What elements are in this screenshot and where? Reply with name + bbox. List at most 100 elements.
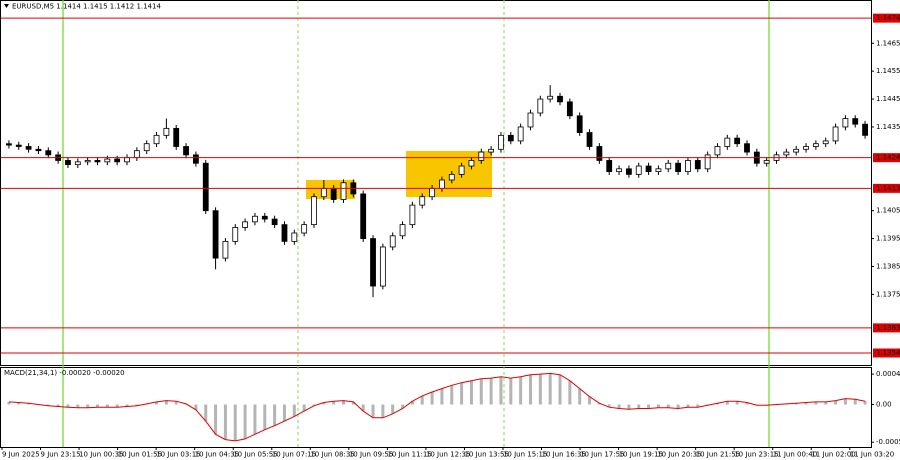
macd-bar [164, 400, 168, 405]
macd-bar [76, 404, 80, 408]
macd-bar [843, 398, 847, 405]
y-tick-label: -0.00057 [876, 438, 900, 446]
candle-body [281, 224, 288, 242]
candle-body [694, 160, 701, 170]
macd-bar [420, 395, 424, 405]
candle-body [429, 187, 435, 198]
macd-bar [666, 404, 670, 408]
y-tick-label: 1.1445 [876, 95, 900, 103]
candle-body [192, 154, 199, 164]
x-tick-label: 9 Jun 23:15 [41, 451, 81, 459]
macd-bar [725, 401, 729, 405]
macd-bar [263, 404, 267, 430]
candle-body [655, 168, 662, 173]
macd-bar [578, 388, 582, 405]
candle-body [124, 157, 130, 163]
candle-body [370, 238, 376, 287]
y-tick-label: 1.1405 [876, 207, 900, 215]
level-label: 1.1363 [876, 324, 900, 332]
candle-body [744, 143, 750, 153]
y-tick-label: 0.00 [876, 401, 892, 409]
macd-bar [233, 404, 237, 441]
macd-bar [410, 401, 414, 405]
candle-body [832, 126, 839, 142]
candle-body [65, 160, 71, 166]
macd-bar [332, 401, 336, 405]
macd-bar [824, 401, 828, 405]
macd-panel [0, 367, 872, 448]
macd-bar [499, 376, 503, 405]
macd-bar [273, 404, 277, 426]
y-tick-label: 1.1465 [876, 39, 900, 47]
candle-body [468, 160, 475, 167]
candle-body [576, 115, 583, 133]
candle-body [665, 162, 672, 170]
macd-bar [351, 401, 355, 405]
candle-body [458, 165, 465, 175]
candle-body [586, 132, 593, 147]
x-tick-label: 9 Jun 2025 [2, 451, 40, 459]
macd-bar [834, 400, 838, 405]
candle-body [675, 162, 682, 173]
x-tick-label: 11 Jun 00:40 [773, 451, 817, 459]
candle-body [360, 193, 367, 239]
macd-bar [7, 401, 11, 405]
candle-body [133, 150, 140, 159]
candle-body [340, 182, 347, 200]
y-tick-label: 1.1395 [876, 235, 900, 243]
level-label-bg [873, 153, 900, 163]
macd-bar [745, 402, 749, 405]
candle-body [104, 158, 111, 163]
candle-body [547, 95, 554, 100]
macd-bar [105, 404, 109, 408]
macd-bar [27, 403, 31, 405]
candle-body [439, 179, 445, 189]
candle-body [566, 101, 573, 117]
macd-bar [588, 396, 592, 405]
candle-body [183, 146, 189, 156]
macd-bar [174, 401, 178, 405]
macd-bar [686, 404, 690, 408]
x-tick-label: 10 Jun 01:55 [118, 451, 162, 459]
macd-bar [597, 403, 601, 405]
level-label-bg [873, 323, 900, 333]
macd-bar [519, 376, 523, 405]
macd-bar [66, 404, 70, 408]
x-tick-label: 10 Jun 12:35 [426, 451, 470, 459]
macd-bar [243, 404, 247, 439]
candle-body [320, 187, 327, 198]
x-tick-label: 10 Jun 07:15 [272, 451, 316, 459]
candle-body [419, 196, 426, 206]
candle-body [842, 118, 849, 128]
macd-title: MACD(21,34,1) -0.00020 -0.00020 [4, 369, 125, 377]
macd-bar [46, 404, 50, 406]
candle-body [409, 204, 416, 226]
macd-bar [479, 378, 483, 405]
candle-body [35, 148, 42, 152]
macd-bar [214, 404, 218, 435]
y-tick-label: 1.1435 [876, 123, 900, 131]
macd-bar [676, 404, 680, 409]
candle-body [862, 123, 868, 136]
level-label: 1.1413 [876, 184, 900, 192]
macd-bar [647, 404, 651, 409]
candle-body [557, 95, 563, 103]
candle-body [94, 160, 101, 163]
highlight-zone [306, 180, 355, 199]
x-tick-label: 11 Jun 03:20 [850, 451, 894, 459]
macd-bar [312, 404, 316, 406]
candle-body [389, 235, 396, 248]
macd-bar [155, 401, 159, 405]
candle-body [74, 161, 81, 166]
macd-bar [17, 402, 21, 405]
candle-body [507, 134, 514, 142]
macd-bar [637, 404, 641, 409]
macd-bar [469, 380, 473, 405]
candle-body [635, 165, 642, 175]
macd-bar [322, 402, 326, 405]
x-tick-label: 10 Jun 04:35 [195, 451, 239, 459]
macd-bar [86, 404, 90, 408]
candle-body [114, 158, 121, 163]
y-tick-label: 1.1375 [876, 290, 900, 298]
